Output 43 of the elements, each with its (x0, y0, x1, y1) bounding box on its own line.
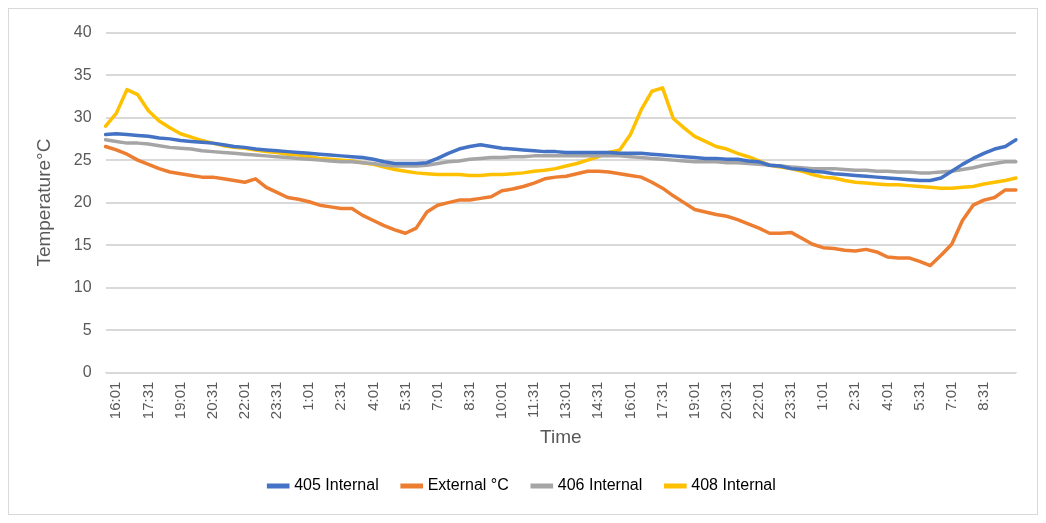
x-tick-label: 14:31 (588, 381, 606, 420)
x-tick-label: 13:01 (556, 381, 574, 420)
y-tick-label: 35 (73, 65, 92, 83)
x-tick-label: 17:31 (652, 381, 670, 420)
x-tick-label: 8:31 (974, 381, 992, 411)
y-tick-label: 25 (73, 150, 92, 168)
legend-label: 406 Internal (557, 476, 643, 494)
x-tick-label: 11:31 (524, 381, 542, 419)
x-tick-label: 10:01 (492, 381, 510, 420)
y-tick-label: 30 (73, 108, 92, 126)
x-tick-label: 16:01 (620, 381, 638, 420)
x-tick-label: 19:01 (170, 381, 188, 420)
y-tick-label: 15 (73, 235, 92, 253)
x-tick-label: 23:31 (267, 381, 285, 420)
x-tick-label: 20:31 (716, 381, 734, 420)
x-tick-label: 1:01 (299, 381, 317, 411)
y-tick-label: 0 (82, 363, 92, 381)
x-tick-label: 1:01 (813, 381, 831, 411)
x-tick-label: 17:31 (138, 381, 156, 420)
y-tick-label: 40 (73, 23, 92, 41)
legend-label: 408 Internal (691, 476, 776, 494)
x-tick-label: 5:31 (909, 381, 927, 411)
x-tick-label: 4:01 (363, 381, 381, 411)
y-tick-label: 20 (73, 193, 92, 211)
x-tick-label: 16:01 (106, 381, 124, 420)
legend-label: 405 Internal (294, 476, 379, 494)
x-tick-label: 7:01 (941, 381, 959, 411)
x-axis-title: Time (540, 425, 582, 447)
legend-label: External °C (427, 476, 509, 494)
x-tick-label: 22:01 (234, 381, 252, 420)
x-tick-label: 4:01 (877, 381, 895, 411)
y-tick-label: 10 (73, 278, 92, 296)
y-tick-label: 5 (82, 320, 92, 338)
x-tick-label: 22:01 (749, 381, 767, 420)
x-tick-label: 20:31 (202, 381, 220, 420)
x-tick-label: 19:01 (684, 381, 702, 420)
x-tick-label: 2:31 (845, 381, 863, 411)
x-tick-label: 8:31 (459, 381, 477, 411)
y-axis-title: Temperature°C (32, 138, 54, 267)
x-tick-label: 2:31 (331, 381, 349, 411)
x-tick-label: 23:31 (781, 381, 799, 420)
x-tick-label: 7:01 (427, 381, 445, 411)
x-tick-label: 5:31 (395, 381, 413, 411)
